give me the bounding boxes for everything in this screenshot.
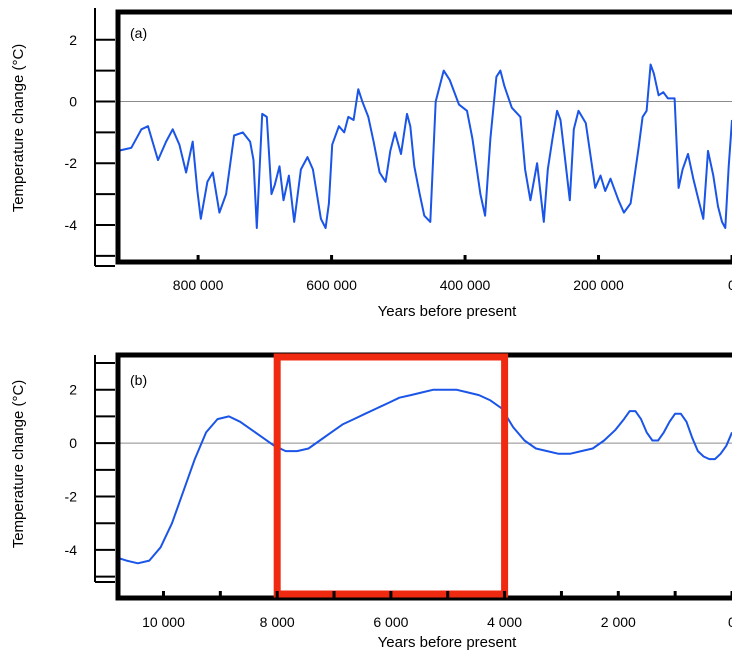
panel-a-chart: Temperature change (°C) 2 0 -2 -4 (a) 800 0… [10, 8, 732, 320]
panel-b-y-axis-title: Temperature change (°C) [10, 380, 27, 549]
panel-a-x-tick-label: 600 000 [306, 277, 357, 293]
panel-a-x-tick-label: 0 [728, 277, 732, 293]
panel-b-x-tick-label: 6 000 [373, 614, 408, 630]
panel-b-y-tick-label: 0 [69, 435, 77, 451]
panel-a-plot-frame [115, 9, 732, 265]
panel-a-y-tick-label: 2 [69, 32, 77, 48]
panel-b-x-tick-label: 2 000 [601, 614, 636, 630]
panel-a-x-axis: 800 000 600 000 400 000 200 000 0 [173, 255, 732, 293]
panel-a-y-tick-label: -2 [65, 155, 78, 171]
panel-b-x-tick-label: 0 [728, 614, 732, 630]
panel-a-label: (a) [130, 25, 147, 41]
panel-b-x-tick-label: 8 000 [260, 614, 295, 630]
panel-b-x-tick-label: 4 000 [487, 614, 522, 630]
panel-a-x-axis-title: Years before present [378, 303, 518, 320]
panel-b-series-line [117, 388, 732, 565]
panel-b-x-axis-title: Years before present [378, 634, 518, 651]
panel-a-x-tick-label: 200 000 [573, 277, 624, 293]
panel-b-x-axis: 10 000 8 000 6 000 4 000 2 000 0 [142, 591, 732, 630]
panel-b-y-tick-label: -2 [65, 489, 78, 505]
panel-b-x-tick-label: 10 000 [142, 614, 185, 630]
panel-a-x-tick-label: 400 000 [440, 277, 491, 293]
panel-b-y-tick-label: -4 [65, 542, 78, 558]
panel-a-y-axis: 2 0 -2 -4 [65, 8, 115, 267]
panel-a-x-tick-label: 800 000 [173, 277, 224, 293]
panel-a-y-tick-label: 0 [69, 94, 77, 110]
panel-a-y-tick-label: -4 [65, 217, 78, 233]
panel-a-y-axis-title: Temperature change (°C) [10, 44, 27, 213]
panel-b-y-axis: 2 0 -2 -4 [65, 355, 115, 583]
panel-b-y-tick-label: 2 [69, 382, 77, 398]
panel-a-series-line [117, 63, 732, 229]
panel-b-label: (b) [130, 372, 147, 388]
panel-b-chart: Temperature change (°C) 2 0 -2 -4 (b) 10 00… [10, 352, 732, 651]
